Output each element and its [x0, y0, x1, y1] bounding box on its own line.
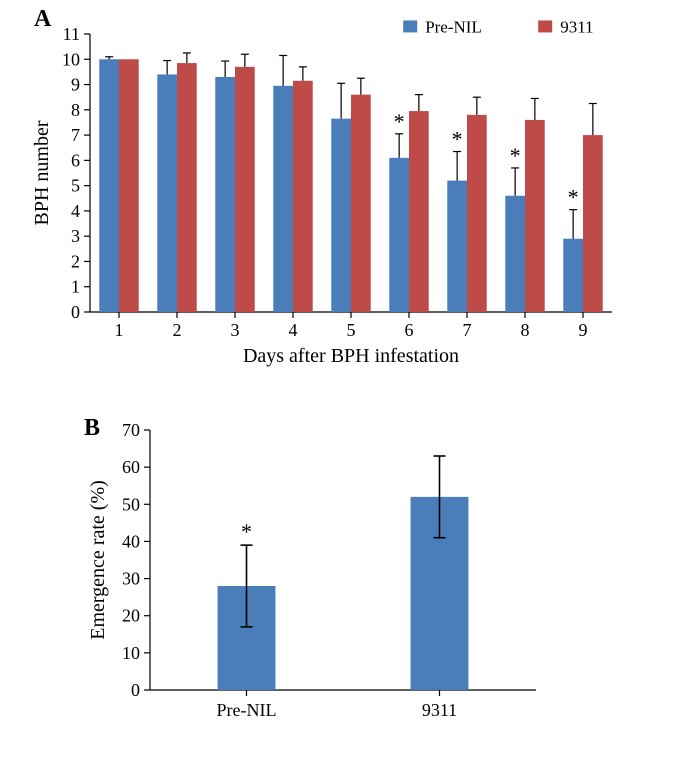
svg-text:1: 1	[115, 320, 124, 340]
svg-text:Emergence rate (%): Emergence rate (%)	[87, 480, 109, 640]
svg-text:*: *	[241, 519, 252, 544]
svg-text:10: 10	[62, 49, 80, 69]
svg-text:10: 10	[122, 643, 140, 663]
bar-9311-9	[583, 135, 603, 312]
svg-text:1: 1	[71, 277, 80, 297]
svg-text:6: 6	[71, 150, 80, 170]
svg-text:30: 30	[122, 569, 140, 589]
svg-text:40: 40	[122, 531, 140, 551]
svg-text:7: 7	[71, 125, 80, 145]
bar-Pre-NIL-9	[563, 239, 583, 312]
svg-text:*: *	[568, 185, 579, 210]
svg-text:0: 0	[71, 302, 80, 322]
bar-Pre-NIL-4	[273, 86, 293, 312]
svg-text:2: 2	[71, 251, 80, 271]
svg-text:8: 8	[71, 100, 80, 120]
svg-text:*: *	[452, 127, 463, 152]
svg-text:9311: 9311	[422, 700, 457, 720]
legend-label-Pre-NIL: Pre-NIL	[425, 17, 482, 36]
svg-text:3: 3	[71, 226, 80, 246]
panel-b-chart: 0 10 20 30 40 50 60 70 Emergence rate (%) Pre-NIL…	[80, 418, 550, 738]
svg-text:70: 70	[122, 420, 140, 440]
bar-9311-3	[235, 67, 255, 312]
bar-Pre-NIL-5	[331, 119, 351, 312]
svg-text:9: 9	[71, 75, 80, 95]
bar-Pre-NIL-3	[215, 77, 235, 312]
bar-Pre-NIL-8	[505, 196, 525, 312]
svg-text:9: 9	[579, 320, 588, 340]
bar-9311-1	[119, 59, 139, 312]
bar-9311-4	[293, 81, 313, 312]
svg-text:Pre-NIL: Pre-NIL	[217, 700, 277, 720]
svg-text:*: *	[394, 109, 405, 134]
svg-text:11: 11	[63, 24, 80, 44]
svg-text:5: 5	[71, 176, 80, 196]
bar-9311-7	[467, 115, 487, 312]
svg-text:6: 6	[405, 320, 414, 340]
svg-text:BPH number: BPH number	[31, 120, 53, 225]
svg-text:50: 50	[122, 494, 140, 514]
bar-Pre-NIL-1	[99, 59, 119, 312]
svg-text:20: 20	[122, 606, 140, 626]
svg-text:60: 60	[122, 457, 140, 477]
svg-text:0: 0	[131, 680, 140, 700]
bar-9311-2	[177, 63, 197, 312]
svg-text:4: 4	[289, 320, 298, 340]
svg-text:2: 2	[173, 320, 182, 340]
bar-Pre-NIL-2	[157, 74, 177, 312]
bar-Pre-NIL-7	[447, 181, 467, 312]
svg-text:3: 3	[231, 320, 240, 340]
bar-Pre-NIL-6	[389, 158, 409, 312]
svg-text:5: 5	[347, 320, 356, 340]
legend-label-9311: 9311	[560, 17, 593, 36]
svg-text:Days after BPH infestation: Days after BPH infestation	[243, 345, 459, 367]
panel-a-chart: 0 1 2 3 4 5 6 7 8 9 10 11 BPH number 1 2 3 4 5 6 * 7 * 8 * 9 * Day…	[28, 6, 628, 376]
svg-text:*: *	[510, 143, 521, 168]
svg-text:4: 4	[71, 201, 80, 221]
legend-swatch-Pre-NIL	[403, 20, 417, 32]
bar-9311-5	[351, 95, 371, 312]
svg-text:7: 7	[463, 320, 472, 340]
bar-9311-6	[409, 111, 429, 312]
svg-text:8: 8	[521, 320, 530, 340]
legend-swatch-9311	[538, 20, 552, 32]
bar-9311-8	[525, 120, 545, 312]
